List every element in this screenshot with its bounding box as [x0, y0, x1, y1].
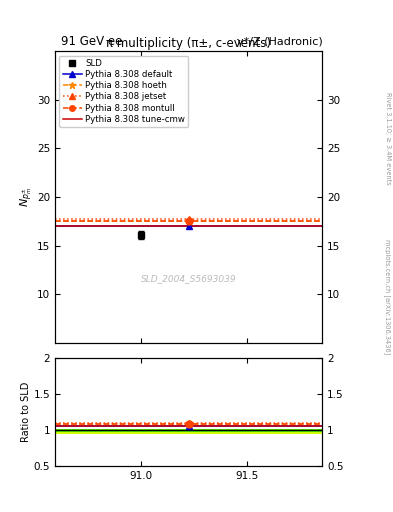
Y-axis label: $N_{p_m^{\pm}}$: $N_{p_m^{\pm}}$ — [18, 187, 34, 207]
Text: mcplots.cern.ch [arXiv:1306.3436]: mcplots.cern.ch [arXiv:1306.3436] — [384, 239, 391, 355]
Text: 91 GeV ee: 91 GeV ee — [61, 35, 122, 49]
Text: Rivet 3.1.10; ≥ 3.4M events: Rivet 3.1.10; ≥ 3.4M events — [385, 92, 391, 185]
Text: SLD_2004_S5693039: SLD_2004_S5693039 — [141, 274, 237, 283]
Title: π multiplicity (π±, c-events): π multiplicity (π±, c-events) — [106, 37, 271, 50]
Legend: SLD, Pythia 8.308 default, Pythia 8.308 hoeth, Pythia 8.308 jetset, Pythia 8.308: SLD, Pythia 8.308 default, Pythia 8.308 … — [59, 55, 189, 127]
Y-axis label: Ratio to SLD: Ratio to SLD — [21, 382, 31, 442]
Text: γ*/Z (Hadronic): γ*/Z (Hadronic) — [237, 37, 322, 47]
